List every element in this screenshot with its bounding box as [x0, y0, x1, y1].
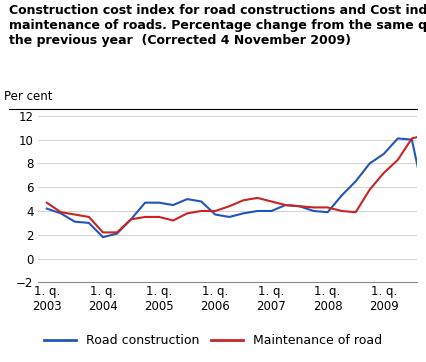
Road construction [325, 210, 330, 214]
Road construction [353, 179, 358, 184]
Road construction [170, 203, 176, 207]
Road construction [143, 201, 148, 205]
Road construction [199, 199, 204, 204]
Maintenance of road [381, 171, 386, 175]
Road construction [283, 203, 288, 207]
Road construction [58, 211, 63, 215]
Road construction [227, 215, 232, 219]
Maintenance of road [269, 199, 274, 204]
Maintenance of road [255, 196, 260, 200]
Maintenance of road [143, 215, 148, 219]
Maintenance of road [325, 205, 330, 210]
Road construction [129, 217, 134, 222]
Maintenance of road [199, 209, 204, 213]
Maintenance of road [44, 201, 49, 205]
Maintenance of road [170, 218, 176, 223]
Road construction [115, 231, 120, 236]
Maintenance of road [72, 212, 78, 217]
Maintenance of road [115, 230, 120, 235]
Road construction [381, 152, 386, 156]
Maintenance of road [101, 230, 106, 235]
Road construction [297, 204, 302, 209]
Road construction [156, 201, 161, 205]
Maintenance of road [86, 215, 92, 219]
Road construction [86, 221, 92, 225]
Maintenance of road [339, 209, 344, 213]
Line: Road construction: Road construction [47, 138, 426, 247]
Road construction [72, 219, 78, 224]
Line: Maintenance of road: Maintenance of road [47, 121, 426, 267]
Text: Per cent: Per cent [4, 89, 53, 102]
Text: Construction cost index for road constructions and Cost index for
maintenance of: Construction cost index for road constru… [9, 4, 426, 47]
Road construction [367, 161, 372, 165]
Road construction [44, 206, 49, 211]
Maintenance of road [395, 158, 400, 162]
Maintenance of road [353, 210, 358, 214]
Maintenance of road [58, 210, 63, 214]
Maintenance of road [241, 198, 246, 202]
Road construction [241, 211, 246, 215]
Maintenance of road [129, 217, 134, 222]
Maintenance of road [283, 203, 288, 207]
Road construction [269, 209, 274, 213]
Maintenance of road [311, 205, 316, 210]
Maintenance of road [409, 136, 414, 140]
Maintenance of road [297, 204, 302, 209]
Road construction [311, 209, 316, 213]
Road construction [101, 235, 106, 239]
Maintenance of road [367, 188, 372, 192]
Legend: Road construction, Maintenance of road: Road construction, Maintenance of road [39, 329, 387, 352]
Road construction [339, 193, 344, 198]
Road construction [395, 136, 400, 140]
Road construction [255, 209, 260, 213]
Road construction [184, 197, 190, 201]
Maintenance of road [184, 211, 190, 215]
Road construction [409, 138, 414, 142]
Maintenance of road [227, 204, 232, 209]
Maintenance of road [156, 215, 161, 219]
Road construction [423, 203, 426, 207]
Road construction [213, 212, 218, 217]
Maintenance of road [423, 133, 426, 137]
Maintenance of road [213, 209, 218, 213]
